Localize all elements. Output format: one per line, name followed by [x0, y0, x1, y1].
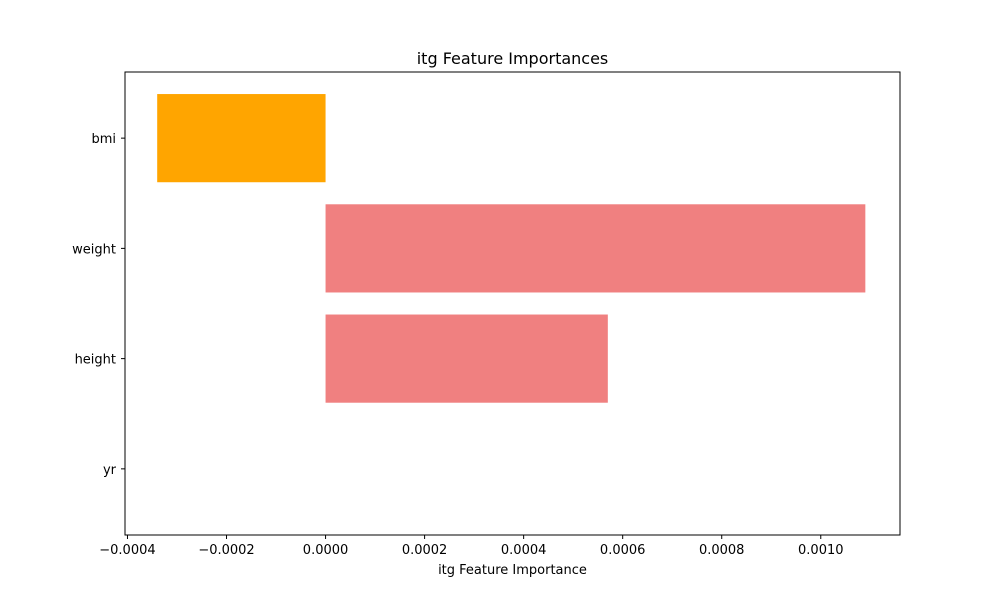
- bar-height: [325, 314, 608, 403]
- bars-group: [157, 94, 866, 403]
- y-tick-label-yr: yr: [103, 463, 117, 478]
- bar-weight: [325, 204, 866, 293]
- plot-frame: [124, 71, 901, 536]
- bar-bmi: [157, 94, 326, 183]
- x-tick-label: −0.0004: [99, 543, 155, 558]
- y-axis-ticks: yr height weight bmi: [72, 132, 125, 478]
- x-tick-label: 0.0010: [798, 543, 844, 558]
- x-tick-label: 0.0000: [303, 543, 349, 558]
- x-tick-label: 0.0004: [501, 543, 547, 558]
- x-axis-label: itg Feature Importance: [438, 563, 587, 578]
- x-tick-label: 0.0002: [402, 543, 448, 558]
- y-tick-label-height: height: [75, 353, 116, 368]
- x-tick-label: 0.0008: [699, 543, 745, 558]
- x-tick-label: −0.0002: [198, 543, 254, 558]
- x-tick-label: 0.0006: [600, 543, 646, 558]
- x-axis-ticks: −0.0004 −0.0002 0.0000 0.0002 0.0004 0.0006 0.…: [99, 535, 844, 558]
- y-tick-label-bmi: bmi: [91, 132, 116, 147]
- chart-title: itg Feature Importances: [417, 49, 609, 68]
- y-tick-label-weight: weight: [72, 242, 116, 257]
